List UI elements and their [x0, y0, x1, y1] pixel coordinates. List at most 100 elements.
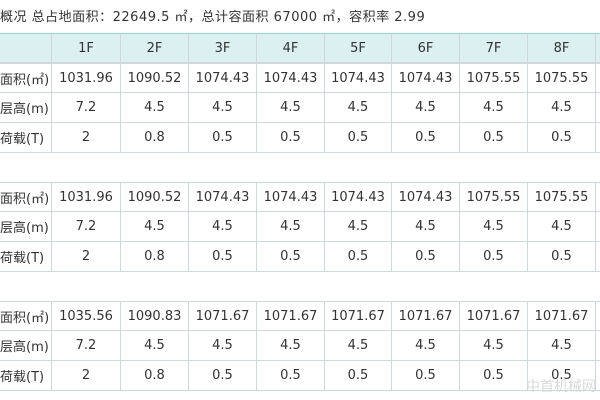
table-cell: 0.5: [528, 123, 596, 153]
table-cell: 4.5: [392, 93, 460, 123]
table-cell: 7.2: [52, 331, 121, 361]
column-header: 8F: [528, 33, 596, 63]
table-cell: 0.5: [528, 361, 596, 391]
watermark: 中首机械网: [526, 379, 596, 395]
table-cell: 1031.96: [52, 63, 121, 93]
table-cell: 1071.67: [528, 301, 596, 331]
table-cell: 0.5: [257, 242, 325, 272]
table-cell: 1074.43: [392, 182, 460, 212]
row-label: 荷载(T): [0, 242, 52, 272]
row-label: 荷载(T): [0, 123, 52, 153]
table-cell: 2: [52, 361, 121, 391]
column-header: 2F: [121, 33, 189, 63]
table-cell: 4.5: [392, 331, 460, 361]
table-cell: [596, 361, 600, 391]
column-header: 1F: [52, 33, 121, 63]
table-cell: 0.8: [121, 242, 189, 272]
table-cell: [596, 182, 600, 212]
table-cell: 4.5: [460, 93, 528, 123]
table-cell: 1071.67: [325, 301, 392, 331]
row-label: 层高(m): [0, 331, 52, 361]
table-cell: 4.5: [121, 93, 189, 123]
table-cell: 0.5: [325, 123, 392, 153]
column-header: 6F: [392, 33, 460, 63]
table-cell: 4.5: [528, 212, 596, 242]
row-label: 面积(㎡): [0, 301, 52, 331]
table-cell: 4.5: [189, 331, 257, 361]
table-cell: 4.5: [257, 212, 325, 242]
table-cell: [596, 331, 600, 361]
table-cell: 0.5: [528, 242, 596, 272]
table-cell: 4.5: [325, 93, 392, 123]
table-cell: 1035.56: [52, 301, 121, 331]
table-cell: 4.5: [392, 212, 460, 242]
table-cell: 1074.43: [325, 63, 392, 93]
table-cell: [596, 93, 600, 123]
table-cell: 0.5: [189, 361, 257, 391]
table-cell: 1075.55: [460, 63, 528, 93]
table-cell: 4.5: [460, 212, 528, 242]
table-cell: 0.5: [392, 361, 460, 391]
table-cell: 2: [52, 123, 121, 153]
table-cell: 0.5: [460, 242, 528, 272]
table-cell: 0.5: [189, 123, 257, 153]
table-cell: 1074.43: [392, 63, 460, 93]
table-cell: 4.5: [189, 93, 257, 123]
table-cell: 7.2: [52, 212, 121, 242]
table-cell: [596, 123, 600, 153]
table-cell: 1071.67: [257, 301, 325, 331]
table-cell: 7.2: [52, 93, 121, 123]
table-cell: [596, 212, 600, 242]
row-label: 层高(m): [0, 93, 52, 123]
table-cell: 1074.43: [257, 182, 325, 212]
header-cell: [596, 33, 600, 63]
table-cell: 4.5: [257, 93, 325, 123]
table-cell: [596, 63, 600, 93]
table-cell: 1075.55: [460, 182, 528, 212]
row-label: 面积(㎡): [0, 182, 52, 212]
row-label: 层高(m): [0, 212, 52, 242]
table-cell: 0.5: [460, 361, 528, 391]
table-cell: 1074.43: [257, 63, 325, 93]
table-cell: 1074.43: [189, 63, 257, 93]
table-cell: 0.5: [257, 123, 325, 153]
table-cell: 0.5: [325, 242, 392, 272]
table-cell: 1090.52: [121, 182, 189, 212]
table-cell: 0.5: [189, 242, 257, 272]
table-cell: 4.5: [257, 331, 325, 361]
table-cell: [596, 301, 600, 331]
table-cell: 1074.43: [189, 182, 257, 212]
table-cell: 0.8: [121, 361, 189, 391]
table-cell: 4.5: [460, 331, 528, 361]
table-cell: 1071.67: [460, 301, 528, 331]
table-cell: 0.8: [121, 123, 189, 153]
row-label: 面积(㎡): [0, 63, 52, 93]
table-cell: 4.5: [528, 331, 596, 361]
table-cell: 0.5: [257, 361, 325, 391]
column-header: 7F: [460, 33, 528, 63]
table-cell: [596, 242, 600, 272]
table-cell: 1074.43: [325, 182, 392, 212]
column-header: 3F: [189, 33, 257, 63]
table-cell: 1090.83: [121, 301, 189, 331]
table-cell: 4.5: [189, 212, 257, 242]
row-label: 荷载(T): [0, 361, 52, 391]
column-header: 5F: [325, 33, 392, 63]
table-cell: 0.5: [460, 123, 528, 153]
table-cell: 1071.67: [189, 301, 257, 331]
table-cell: 0.5: [392, 242, 460, 272]
title: 概况 总占地面积：22649.5 ㎡，总计容面积 67000 ㎡，容积率 2.9…: [0, 10, 426, 25]
table-cell: 1071.67: [392, 301, 460, 331]
table-cell: 1090.52: [121, 63, 189, 93]
table-cell: 1075.55: [528, 63, 596, 93]
table-cell: 4.5: [121, 212, 189, 242]
table-cell: 1075.55: [528, 182, 596, 212]
table-cell: 1031.96: [52, 182, 121, 212]
table-cell: 4.5: [325, 212, 392, 242]
table-cell: 4.5: [325, 331, 392, 361]
table-cell: 2: [52, 242, 121, 272]
table-cell: 4.5: [121, 331, 189, 361]
column-header: 4F: [257, 33, 325, 63]
table-cell: 0.5: [392, 123, 460, 153]
